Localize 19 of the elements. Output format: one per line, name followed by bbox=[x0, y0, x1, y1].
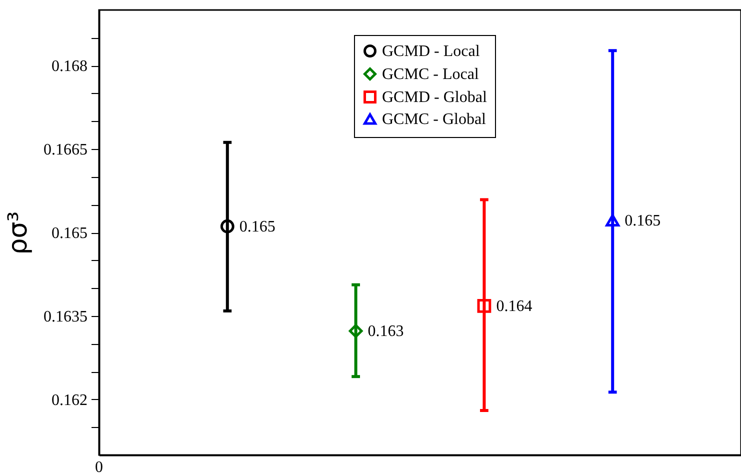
y-tick-label: 0.168 bbox=[52, 58, 88, 76]
data-label: 0.165 bbox=[624, 212, 661, 230]
y-tick-label: 0.1635 bbox=[44, 308, 88, 326]
point bbox=[477, 298, 492, 313]
point bbox=[220, 219, 234, 234]
point bbox=[606, 214, 620, 226]
y-tick-label: 0.1665 bbox=[44, 142, 88, 159]
y-tick-label: 0.162 bbox=[52, 392, 88, 409]
y-axis-title: ρσ³ bbox=[4, 211, 34, 255]
y-tick-label: 0.165 bbox=[52, 225, 88, 242]
data-label: 0.164 bbox=[496, 298, 532, 315]
legend-label: GCMD - Local bbox=[382, 43, 480, 60]
legend-label: GCMC - Global bbox=[382, 111, 487, 128]
point bbox=[348, 324, 363, 338]
legend-label: GCMC - Local bbox=[382, 66, 480, 83]
data-label: 0.163 bbox=[368, 322, 404, 340]
data-label: 0.165 bbox=[239, 218, 276, 236]
legend-label: GCMD - Global bbox=[382, 89, 488, 106]
text: 0 bbox=[95, 459, 103, 475]
